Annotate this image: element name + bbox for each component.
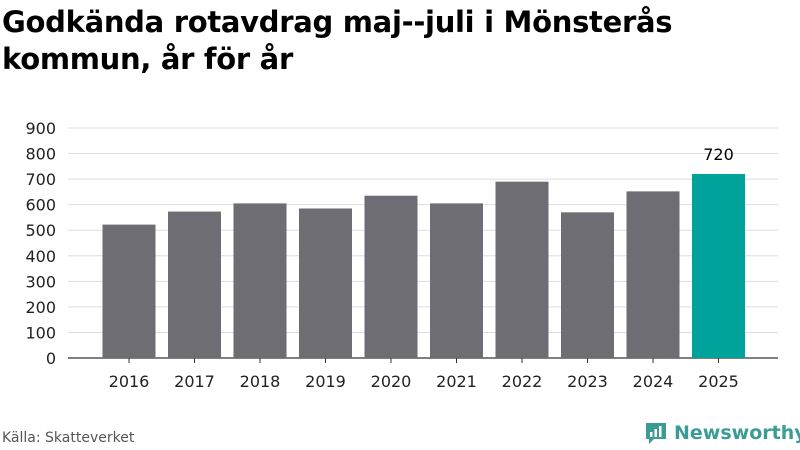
bar-2024 <box>626 191 680 358</box>
chart-title: Godkända rotavdrag maj--juli i Mönsterås… <box>2 5 673 76</box>
y-tick-label: 600 <box>25 196 56 215</box>
y-tick-label: 400 <box>25 247 56 266</box>
source-note: Källa: Skatteverket <box>2 430 135 446</box>
data-labels: 720 <box>703 145 734 164</box>
bar-2025 <box>692 174 745 358</box>
y-tick-label: 800 <box>25 145 56 164</box>
bar-2020 <box>364 195 418 358</box>
y-tick-label: 0 <box>46 349 56 368</box>
brand-name: Newsworthy <box>674 422 800 444</box>
y-tick-label: 300 <box>25 272 56 291</box>
x-tick-label: 2020 <box>371 372 412 391</box>
y-tick-label: 500 <box>25 221 56 240</box>
x-tick-label: 2025 <box>698 372 739 391</box>
bars <box>102 174 745 358</box>
bar-2021 <box>430 203 483 358</box>
y-tick-label: 900 <box>25 119 56 138</box>
y-tick-label: 100 <box>25 323 56 342</box>
x-tick-label: 2022 <box>502 372 543 391</box>
bar-2023 <box>561 212 614 358</box>
brand[interactable]: Newsworthy <box>644 420 800 446</box>
data-label: 720 <box>703 145 734 164</box>
bar-2017 <box>168 211 221 358</box>
x-tick-label: 2017 <box>174 372 215 391</box>
y-tick-label: 700 <box>25 170 56 189</box>
y-tick-label: 200 <box>25 298 56 317</box>
bar-2019 <box>299 208 352 358</box>
bar-2022 <box>495 181 549 358</box>
x-tick-label: 2019 <box>305 372 346 391</box>
x-axis-ticks: 2016 2017 2018 2019 2020 2021 2022 2023 2024 2025 <box>109 358 739 391</box>
x-tick-label: 2024 <box>633 372 674 391</box>
newsworthy-logo-icon <box>646 423 666 444</box>
bar-2018 <box>233 203 287 358</box>
x-tick-label: 2018 <box>240 372 281 391</box>
x-tick-label: 2016 <box>109 372 150 391</box>
x-tick-label: 2023 <box>567 372 608 391</box>
y-axis-ticks: 0 100 200 300 400 500 600 700 800 900 <box>25 119 56 368</box>
x-tick-label: 2021 <box>436 372 477 391</box>
bar-2016 <box>102 224 156 358</box>
